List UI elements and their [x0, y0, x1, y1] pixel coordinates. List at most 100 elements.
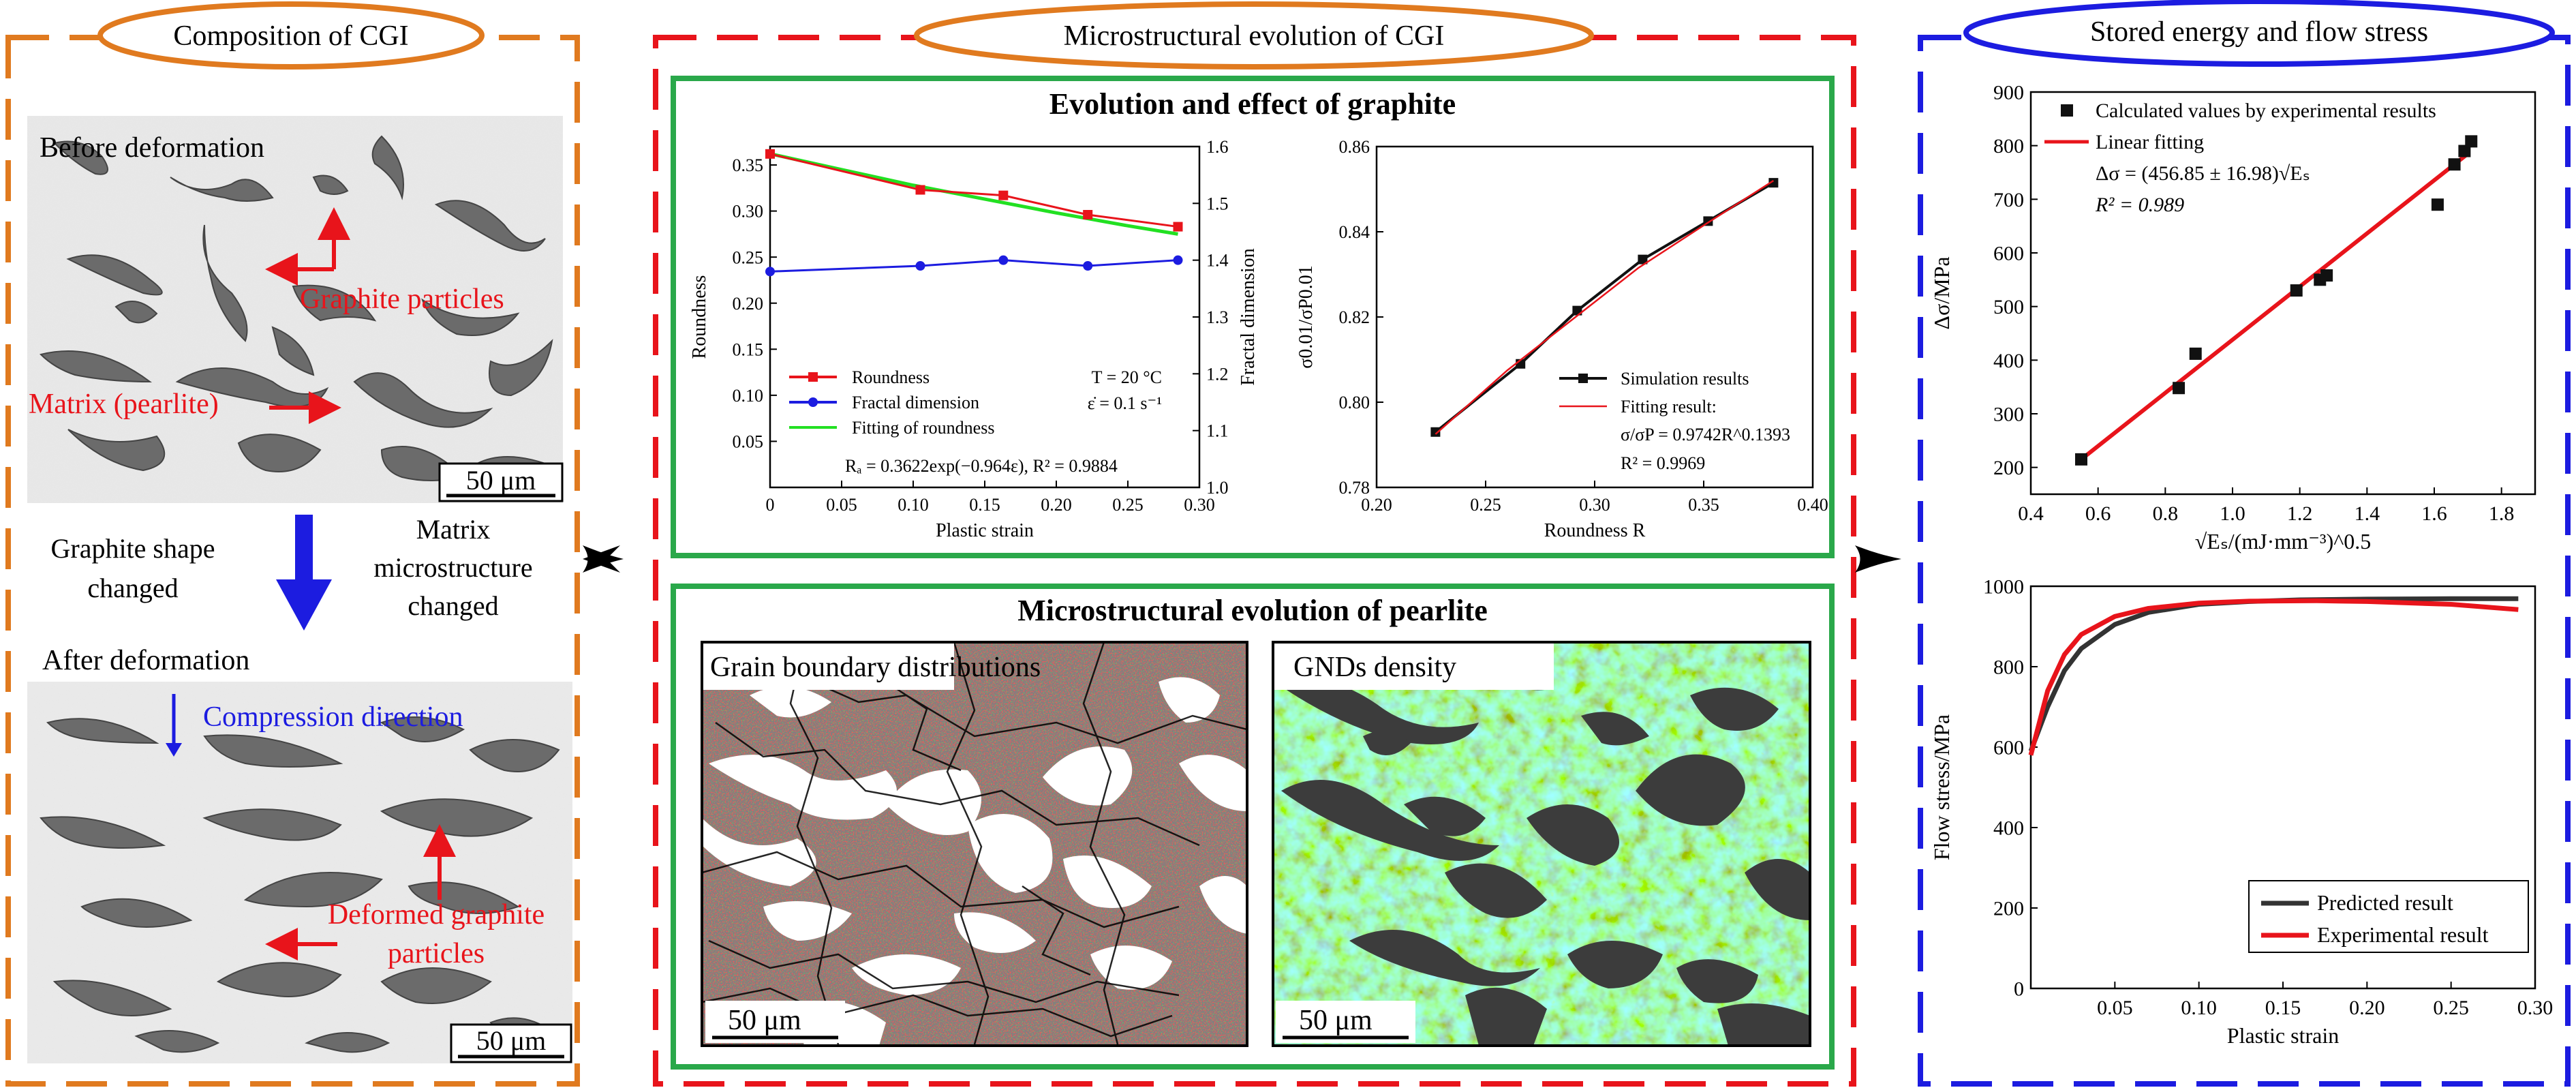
annotation-fit-equation: Δσ = (456.85 ± 16.98)√Eₛ	[2096, 162, 2310, 185]
annotation-r2: R² = 0.989	[2095, 194, 2184, 216]
x-tick-label: 1.8	[2489, 502, 2515, 525]
x-tick-label: 0.30	[2517, 997, 2554, 1019]
arrow-left-to-middle-icon	[583, 545, 624, 573]
x-tick-label: 0.15	[969, 495, 1000, 515]
middle-title-badge: Microstructural evolution of CGI	[914, 1, 1594, 70]
arrow-middle-to-right-icon	[1855, 545, 1901, 573]
scale-bar-bottom: 50 μm	[476, 1025, 547, 1056]
y-tick-label: 0.10	[733, 386, 764, 406]
series-line	[1435, 179, 1775, 435]
series-line	[769, 152, 1178, 236]
x-tick-label: 0.20	[1041, 495, 1072, 515]
x-tick-label: 0.6	[2085, 502, 2111, 525]
data-point	[998, 255, 1009, 265]
annotation-strain-rate: ε̇ = 0.1 s⁻¹	[1088, 393, 1162, 413]
data-point	[2431, 198, 2444, 211]
matrix-changed-line1: Matrix	[416, 514, 491, 545]
annotation-temperature: T = 20 °C	[1092, 367, 1162, 387]
x-tick-label: 0.20	[1361, 495, 1392, 515]
graphite-box: Evolution and effect of graphite	[671, 76, 1835, 558]
compression-arrow-icon	[166, 743, 182, 757]
graphite-section-title: Evolution and effect of graphite	[1049, 87, 1456, 121]
left-panel-title: Composition of CGI	[173, 20, 408, 52]
annotation-r2: R² = 0.9969	[1621, 453, 1705, 473]
y-tick-label: 0.30	[733, 202, 764, 222]
x-tick-label: 0.10	[898, 495, 929, 515]
y-tick-label: 0.05	[733, 432, 764, 452]
y-tick-label: 0.20	[733, 294, 764, 314]
y-right-tick-label: 1.1	[1206, 421, 1229, 441]
x-tick-label: 1.0	[2220, 502, 2245, 525]
y-right-axis-label: Fractal dimension	[1238, 248, 1259, 385]
x-tick-label: 0.40	[1797, 495, 1828, 515]
x-axis-label: √Eₛ/(mJ·mm⁻³)^0.5	[2195, 529, 2372, 554]
y-tick-label: 800	[1993, 656, 2024, 679]
micrograph-before: Before deformation Graphite particles Ma…	[27, 116, 564, 503]
annotation-fit-equation: σ/σP = 0.9742R^0.1393	[1621, 425, 1790, 444]
shape-changed-line1: Graphite shape	[50, 533, 215, 564]
legend-label: Experimental result	[2317, 922, 2489, 947]
middle-panel-title: Microstructural evolution of CGI	[1064, 20, 1445, 52]
shape-changed-line2: changed	[87, 573, 178, 603]
y-tick-label: 0.80	[1339, 393, 1370, 412]
legend-marker	[808, 372, 818, 382]
data-point	[2075, 453, 2087, 466]
legend-label: Fitting result:	[1621, 397, 1717, 417]
x-tick-label: 0.35	[1688, 495, 1719, 515]
graphite-particles-label: Graphite particles	[300, 284, 504, 315]
before-deformation-label: Before deformation	[40, 132, 264, 164]
x-tick-label: 0.4	[2018, 502, 2044, 525]
annotation-fit-equation: Rₐ = 0.3622exp(−0.964ε), R² = 0.9884	[845, 456, 1118, 476]
y-tick-label: 400	[1993, 350, 2024, 372]
x-tick-label: 1.4	[2355, 502, 2380, 525]
x-axis-label: Plastic strain	[936, 520, 1034, 541]
y-tick-label: 0.86	[1339, 137, 1370, 157]
x-tick-label: 0.05	[826, 495, 857, 515]
gnd-density-label: GNDs density	[1293, 652, 1456, 683]
deformed-graphite-line2: particles	[388, 938, 485, 969]
series-line	[2080, 152, 2470, 461]
left-title-badge: Composition of CGI	[97, 1, 485, 70]
compression-direction-label: Compression direction	[203, 701, 463, 733]
data-point	[1430, 427, 1441, 437]
plot-frame	[2029, 91, 2536, 496]
data-point	[2465, 135, 2478, 148]
y-tick-label: 0	[2014, 978, 2024, 1001]
data-point	[2320, 269, 2333, 282]
pearlite-section-title: Microstructural evolution of pearlite	[1017, 594, 1488, 627]
micrograph-after: After deformation Compression direction …	[27, 645, 572, 1063]
data-point	[2189, 347, 2202, 360]
x-tick-label: 0.25	[2433, 997, 2469, 1019]
matrix-changed-line3: changed	[408, 590, 498, 621]
x-tick-label: 0.30	[1184, 495, 1215, 515]
y-axis-label: Δσ/MPa	[1929, 256, 1954, 329]
y-right-tick-label: 1.4	[1206, 251, 1229, 271]
x-tick-label: 0.8	[2153, 502, 2179, 525]
y-tick-label: 800	[1993, 135, 2024, 157]
y-tick-label: 300	[1993, 404, 2024, 426]
y-axis-label: Roundness	[689, 275, 710, 359]
legend-label: Calculated values by experimental result…	[2096, 100, 2436, 122]
y-tick-label: 200	[1993, 457, 2024, 479]
legend-marker	[1578, 374, 1588, 383]
y-tick-label: 500	[1993, 296, 2024, 318]
chart-stress-ratio-vs-roundness: 0.20 0.25 0.30 0.35 0.40 0.78 0.80 0.82 0.84 0.86…	[1295, 137, 1828, 541]
x-tick-label: 0	[766, 495, 775, 515]
x-tick-label: 0.15	[2265, 997, 2301, 1019]
y-tick-label: 0.78	[1339, 478, 1370, 498]
y-tick-label: 600	[1993, 737, 2024, 759]
legend-marker	[2061, 104, 2073, 117]
x-tick-label: 0.25	[1112, 495, 1144, 515]
legend-marker	[808, 397, 818, 407]
data-point	[1638, 254, 1648, 264]
y-right-tick-label: 1.0	[1206, 478, 1229, 498]
deformation-transition: Graphite shape changed Matrix microstruc…	[50, 514, 533, 631]
chart-roundness-vs-strain: 0 0.05 0.10 0.15 0.20 0.25 0.30 0.05 0.10 0.15 0.2…	[689, 137, 1259, 541]
data-point	[2458, 145, 2471, 157]
chart-stress-vs-energy: 0.4 0.6 0.8 1.0 1.2 1.4 1.6 1.8 200 300 400 500 600 7…	[1929, 82, 2536, 554]
series-line	[2028, 598, 2519, 756]
x-tick-label: 1.2	[2287, 502, 2313, 525]
legend-label: Fitting of roundness	[852, 418, 994, 438]
data-point	[2173, 382, 2186, 395]
